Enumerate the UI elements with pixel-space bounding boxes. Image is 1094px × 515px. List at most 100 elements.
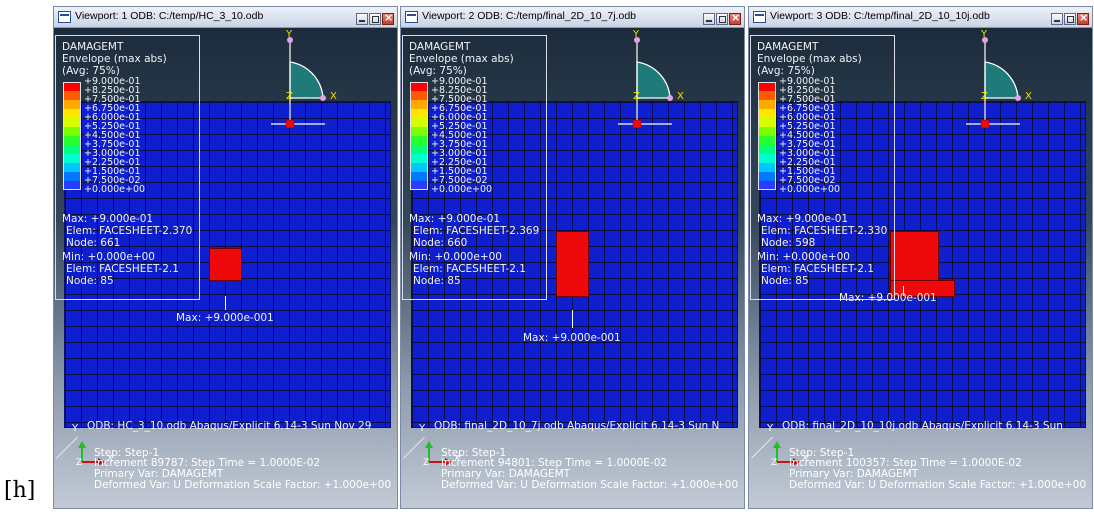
legend-swatch [758, 145, 776, 154]
increment-label: Increment 89787: Step Time = 1.0000E-02 [94, 457, 321, 469]
viewport-icon [58, 11, 71, 23]
legend-swatch [758, 82, 776, 91]
legend-value: +1.500e-01 [779, 166, 836, 177]
axis-z-label: Z [633, 91, 640, 102]
damaged-element [890, 231, 939, 281]
legend-swatch [63, 136, 81, 145]
step-label: Step: Step-1 [94, 447, 160, 459]
legend-min-line: Min: +0.000e+00 [62, 251, 155, 263]
axis-z-label: Z [286, 91, 293, 102]
viewport-titlebar[interactable]: Viewport: 2 ODB: C:/temp/final_2D_10_7j.… [401, 7, 744, 28]
increment-label: Increment 94801: Step Time = 1.0000E-02 [441, 457, 668, 469]
triad-y-label: Y [419, 423, 426, 434]
triad-z-label: Z [76, 458, 83, 468]
step-label: Step: Step-1 [441, 447, 507, 459]
legend-bar-frame [63, 82, 81, 190]
legend-value: +3.000e-01 [84, 148, 141, 159]
legend-swatch [63, 118, 81, 127]
damaged-element [556, 231, 589, 297]
viewport-1[interactable]: Viewport: 1 ODB: C:/temp/HC_3_10.odb DAM… [53, 6, 398, 509]
legend-swatch [63, 172, 81, 181]
legend-value: +5.250e-01 [84, 121, 141, 132]
contour-legend: DAMAGEMT Envelope (max abs) (Avg: 75%) +9.0… [750, 35, 895, 300]
close-button[interactable] [1077, 11, 1089, 25]
legend-value: +2.250e-01 [779, 157, 836, 168]
legend-subtitle: Envelope (max abs) [757, 53, 862, 65]
max-annotation: Max: +9.000e-001 [176, 312, 274, 324]
axis-x-label: X [677, 91, 684, 102]
legend-value: +6.000e-01 [779, 112, 836, 123]
legend-swatch [410, 91, 428, 100]
legend-swatch [758, 163, 776, 172]
viewport-title: Viewport: 1 ODB: C:/temp/HC_3_10.odb [75, 10, 264, 22]
viewport-titlebar[interactable]: Viewport: 3 ODB: C:/temp/final_2D_10_10j… [749, 7, 1092, 28]
legend-value: +4.500e-01 [84, 130, 141, 141]
damaged-element [890, 280, 955, 297]
legend-value: +0.000e+00 [84, 184, 146, 195]
legend-min-line: Min: +0.000e+00 [409, 251, 502, 263]
legend-swatch [63, 82, 81, 91]
legend-max-line: Max: +9.000e-01 [409, 213, 501, 225]
axis-y-label: Y [633, 29, 640, 40]
legend-swatch [63, 91, 81, 100]
legend-averaging: (Avg: 75%) [62, 65, 120, 77]
minimize-button[interactable] [356, 13, 368, 25]
minimize-button[interactable] [703, 13, 715, 25]
legend-swatch [410, 82, 428, 91]
triad-x-label: X [454, 454, 461, 464]
maximize-button[interactable] [369, 13, 381, 25]
legend-min-node: Node: 85 [413, 275, 461, 287]
legend-max-node: Node: 660 [413, 237, 468, 249]
legend-swatch [410, 181, 428, 190]
legend-value: +5.250e-01 [779, 121, 836, 132]
legend-swatch [758, 172, 776, 181]
legend-swatch [758, 136, 776, 145]
legend-swatch [410, 163, 428, 172]
viewport-2[interactable]: Viewport: 2 ODB: C:/temp/final_2D_10_7j.… [400, 6, 745, 509]
max-marker-line [903, 286, 904, 296]
legend-title: DAMAGEMT [757, 41, 819, 53]
legend-value: +7.500e-02 [431, 175, 488, 186]
triad-z-label: Z [771, 458, 778, 468]
legend-subtitle: Envelope (max abs) [409, 53, 514, 65]
minimize-button[interactable] [1051, 13, 1063, 25]
close-button[interactable] [729, 11, 741, 25]
legend-value: +3.000e-01 [431, 148, 488, 159]
axis-x-label: X [330, 91, 337, 102]
global-axis-triad [78, 441, 105, 466]
legend-value: +3.750e-01 [779, 139, 836, 150]
max-marker-line [572, 310, 573, 328]
legend-swatch [63, 163, 81, 172]
maximize-button[interactable] [1064, 13, 1076, 25]
legend-value: +3.750e-01 [431, 139, 488, 150]
viewport-canvas[interactable]: DAMAGEMT Envelope (max abs) (Avg: 75%) +9.0… [749, 28, 1092, 508]
contour-legend: DAMAGEMT Envelope (max abs) (Avg: 75%) +9.0… [55, 35, 200, 300]
triad-y-label: Y [72, 423, 79, 434]
viewport-icon [405, 11, 418, 23]
close-button[interactable] [382, 11, 394, 25]
legend-swatch [758, 118, 776, 127]
axis-y-label: Y [286, 29, 293, 40]
viewport-titlebar[interactable]: Viewport: 1 ODB: C:/temp/HC_3_10.odb [54, 7, 397, 28]
legend-value: +9.000e-01 [779, 76, 836, 87]
deformed-var-label: Deformed Var: U Deformation Scale Factor… [94, 479, 392, 491]
legend-max-node: Node: 661 [66, 237, 121, 249]
deformed-var-label: Deformed Var: U Deformation Scale Factor… [789, 479, 1087, 491]
viewport-title: Viewport: 2 ODB: C:/temp/final_2D_10_7j.… [422, 10, 637, 22]
legend-min-line: Min: +0.000e+00 [757, 251, 850, 263]
leader-line [751, 436, 773, 459]
maximize-button[interactable] [716, 13, 728, 25]
figure-label: [h] [4, 478, 36, 503]
odb-info-line: ODB: final_2D_10_7j.odb Abaqus/Explicit … [434, 420, 720, 432]
legend-max-elem: Elem: FACESHEET-2.330 [761, 225, 888, 237]
legend-value: +8.250e-01 [779, 85, 836, 96]
viewport-canvas[interactable]: DAMAGEMT Envelope (max abs) (Avg: 75%) +9.0… [54, 28, 397, 508]
contour-legend: DAMAGEMT Envelope (max abs) (Avg: 75%) +9.0… [402, 35, 547, 300]
triad-x-label: X [107, 454, 114, 464]
viewport-3[interactable]: Viewport: 3 ODB: C:/temp/final_2D_10_10j… [748, 6, 1093, 509]
viewport-canvas[interactable]: DAMAGEMT Envelope (max abs) (Avg: 75%) +9.0… [401, 28, 744, 508]
viewport-title: Viewport: 3 ODB: C:/temp/final_2D_10_10j… [770, 10, 990, 22]
legend-value: +7.500e-01 [431, 94, 488, 105]
legend-min-node: Node: 85 [66, 275, 114, 287]
legend-swatch [63, 145, 81, 154]
